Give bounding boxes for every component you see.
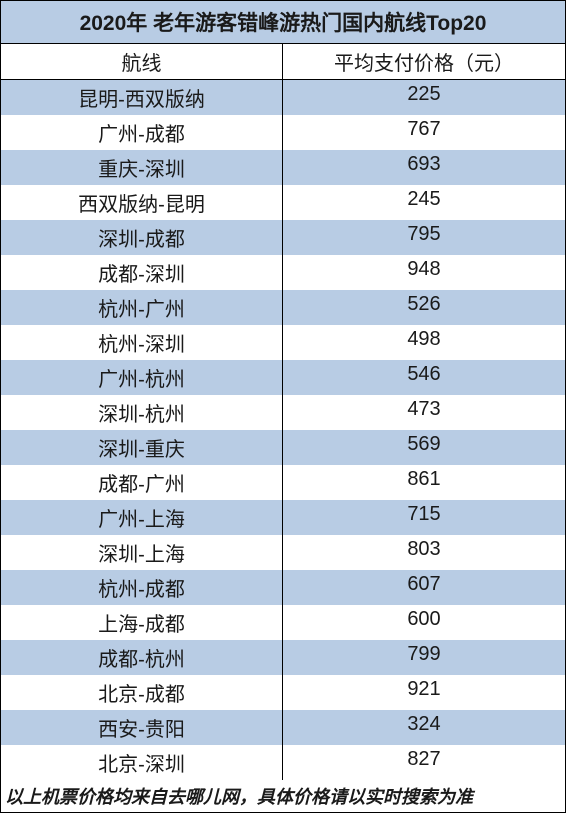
cell-price: 861 xyxy=(283,465,565,500)
table-row: 西安-贵阳324 xyxy=(1,710,565,745)
cell-route: 杭州-成都 xyxy=(1,570,283,605)
table-body: 昆明-西双版纳225广州-成都767重庆-深圳693西双版纳-昆明245深圳-成… xyxy=(1,80,565,780)
cell-route: 成都-杭州 xyxy=(1,640,283,675)
cell-price: 921 xyxy=(283,675,565,710)
cell-price: 799 xyxy=(283,640,565,675)
cell-price: 245 xyxy=(283,185,565,220)
table-row: 重庆-深圳693 xyxy=(1,150,565,185)
cell-route: 重庆-深圳 xyxy=(1,150,283,185)
routes-table: 2020年 老年游客错峰游热门国内航线Top20 航线 平均支付价格（元） 昆明… xyxy=(0,0,566,813)
cell-price: 569 xyxy=(283,430,565,465)
cell-route: 北京-深圳 xyxy=(1,745,283,780)
table-footnote: 以上机票价格均来自去哪儿网，具体价格请以实时搜索为准 xyxy=(1,780,565,812)
cell-route: 西安-贵阳 xyxy=(1,710,283,745)
cell-price: 324 xyxy=(283,710,565,745)
table-row: 北京-成都921 xyxy=(1,675,565,710)
cell-price: 948 xyxy=(283,255,565,290)
table-row: 深圳-上海803 xyxy=(1,535,565,570)
table-row: 深圳-成都795 xyxy=(1,220,565,255)
cell-route: 深圳-杭州 xyxy=(1,395,283,430)
table-row: 杭州-广州526 xyxy=(1,290,565,325)
cell-price: 803 xyxy=(283,535,565,570)
cell-price: 693 xyxy=(283,150,565,185)
cell-price: 607 xyxy=(283,570,565,605)
table-row: 广州-成都767 xyxy=(1,115,565,150)
cell-price: 600 xyxy=(283,605,565,640)
table-row: 成都-杭州799 xyxy=(1,640,565,675)
table-row: 广州-上海715 xyxy=(1,500,565,535)
table-row: 上海-成都600 xyxy=(1,605,565,640)
cell-route: 上海-成都 xyxy=(1,605,283,640)
cell-route: 广州-成都 xyxy=(1,115,283,150)
cell-price: 715 xyxy=(283,500,565,535)
cell-route: 成都-深圳 xyxy=(1,255,283,290)
cell-price: 827 xyxy=(283,745,565,780)
cell-route: 北京-成都 xyxy=(1,675,283,710)
cell-route: 昆明-西双版纳 xyxy=(1,80,283,115)
table-row: 广州-杭州546 xyxy=(1,360,565,395)
cell-route: 杭州-深圳 xyxy=(1,325,283,360)
cell-price: 767 xyxy=(283,115,565,150)
cell-route: 深圳-成都 xyxy=(1,220,283,255)
table-row: 深圳-杭州473 xyxy=(1,395,565,430)
cell-route: 杭州-广州 xyxy=(1,290,283,325)
cell-route: 西双版纳-昆明 xyxy=(1,185,283,220)
cell-price: 526 xyxy=(283,290,565,325)
cell-route: 深圳-重庆 xyxy=(1,430,283,465)
cell-route: 广州-杭州 xyxy=(1,360,283,395)
cell-price: 546 xyxy=(283,360,565,395)
table-row: 成都-深圳948 xyxy=(1,255,565,290)
cell-route: 成都-广州 xyxy=(1,465,283,500)
cell-price: 473 xyxy=(283,395,565,430)
cell-price: 498 xyxy=(283,325,565,360)
table-row: 成都-广州861 xyxy=(1,465,565,500)
cell-route: 广州-上海 xyxy=(1,500,283,535)
table-row: 杭州-深圳498 xyxy=(1,325,565,360)
cell-route: 深圳-上海 xyxy=(1,535,283,570)
table-row: 北京-深圳827 xyxy=(1,745,565,780)
cell-price: 795 xyxy=(283,220,565,255)
table-header-row: 航线 平均支付价格（元） xyxy=(1,44,565,80)
table-row: 杭州-成都607 xyxy=(1,570,565,605)
cell-price: 225 xyxy=(283,80,565,115)
header-price: 平均支付价格（元） xyxy=(283,44,565,79)
table-row: 西双版纳-昆明245 xyxy=(1,185,565,220)
table-title: 2020年 老年游客错峰游热门国内航线Top20 xyxy=(1,1,565,44)
header-route: 航线 xyxy=(1,44,283,79)
table-row: 昆明-西双版纳225 xyxy=(1,80,565,115)
table-row: 深圳-重庆569 xyxy=(1,430,565,465)
